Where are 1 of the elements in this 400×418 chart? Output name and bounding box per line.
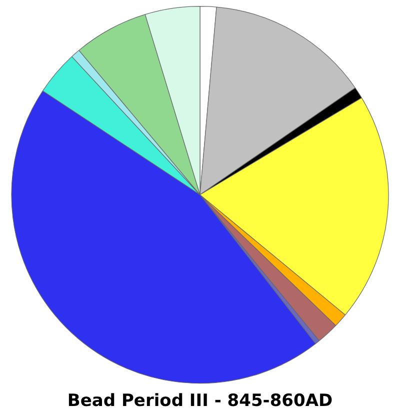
text: Bead Period III - 845-860AD xyxy=(67,391,333,412)
